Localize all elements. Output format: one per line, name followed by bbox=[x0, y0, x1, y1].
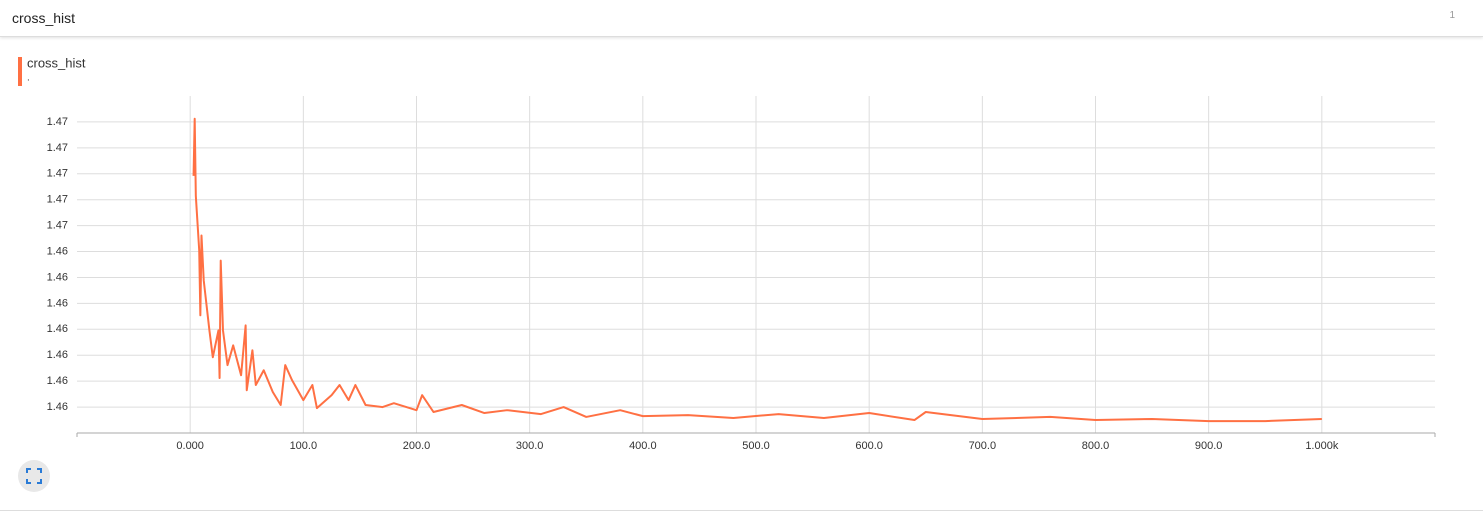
line bbox=[192, 117, 1322, 423]
y-tick-label: 1.47 bbox=[47, 220, 68, 232]
y-tick-label: 1.46 bbox=[47, 323, 68, 335]
x-tick-label: 100.0 bbox=[290, 440, 318, 452]
card-title: cross_hist bbox=[12, 10, 76, 26]
x-tick-label: 500.0 bbox=[742, 440, 770, 452]
y-tick-label: 1.46 bbox=[47, 297, 68, 309]
y-tick-label: 1.47 bbox=[47, 116, 68, 128]
y-tick-label: 1.46 bbox=[47, 271, 68, 283]
x-tick-label: 1.000k bbox=[1305, 440, 1339, 452]
x-tick-label: 800.0 bbox=[1082, 440, 1110, 452]
card-badge: 1 bbox=[1449, 10, 1455, 21]
button-bg[interactable] bbox=[18, 460, 50, 492]
x-tick-label: 700.0 bbox=[969, 440, 997, 452]
x-tick-label: 400.0 bbox=[629, 440, 657, 452]
y-tick-label: 1.46 bbox=[47, 349, 68, 361]
legend-swatch bbox=[18, 57, 22, 86]
legend-label: cross_hist bbox=[27, 55, 86, 70]
x-tick-label: 900.0 bbox=[1195, 440, 1223, 452]
divider bbox=[0, 510, 1483, 511]
card-header: cross_hist 1 bbox=[0, 0, 1483, 37]
x-tick-label: 0.000 bbox=[176, 440, 204, 452]
y-tick-label: 1.46 bbox=[47, 245, 68, 257]
x-tick-label: 200.0 bbox=[403, 440, 431, 452]
y-tick-label: 1.46 bbox=[47, 375, 68, 387]
x-tick-label: 300.0 bbox=[516, 440, 544, 452]
legend-note: . bbox=[27, 73, 30, 84]
x-tick-label: 600.0 bbox=[855, 440, 883, 452]
fullscreen-icon[interactable] bbox=[26, 468, 42, 484]
fullscreen-button[interactable] bbox=[18, 460, 50, 492]
y-tick-label: 1.47 bbox=[47, 142, 68, 154]
y-tick-label: 1.47 bbox=[47, 194, 68, 206]
y-tick-label: 1.46 bbox=[47, 401, 68, 413]
y-tick-label: 1.47 bbox=[47, 168, 68, 180]
